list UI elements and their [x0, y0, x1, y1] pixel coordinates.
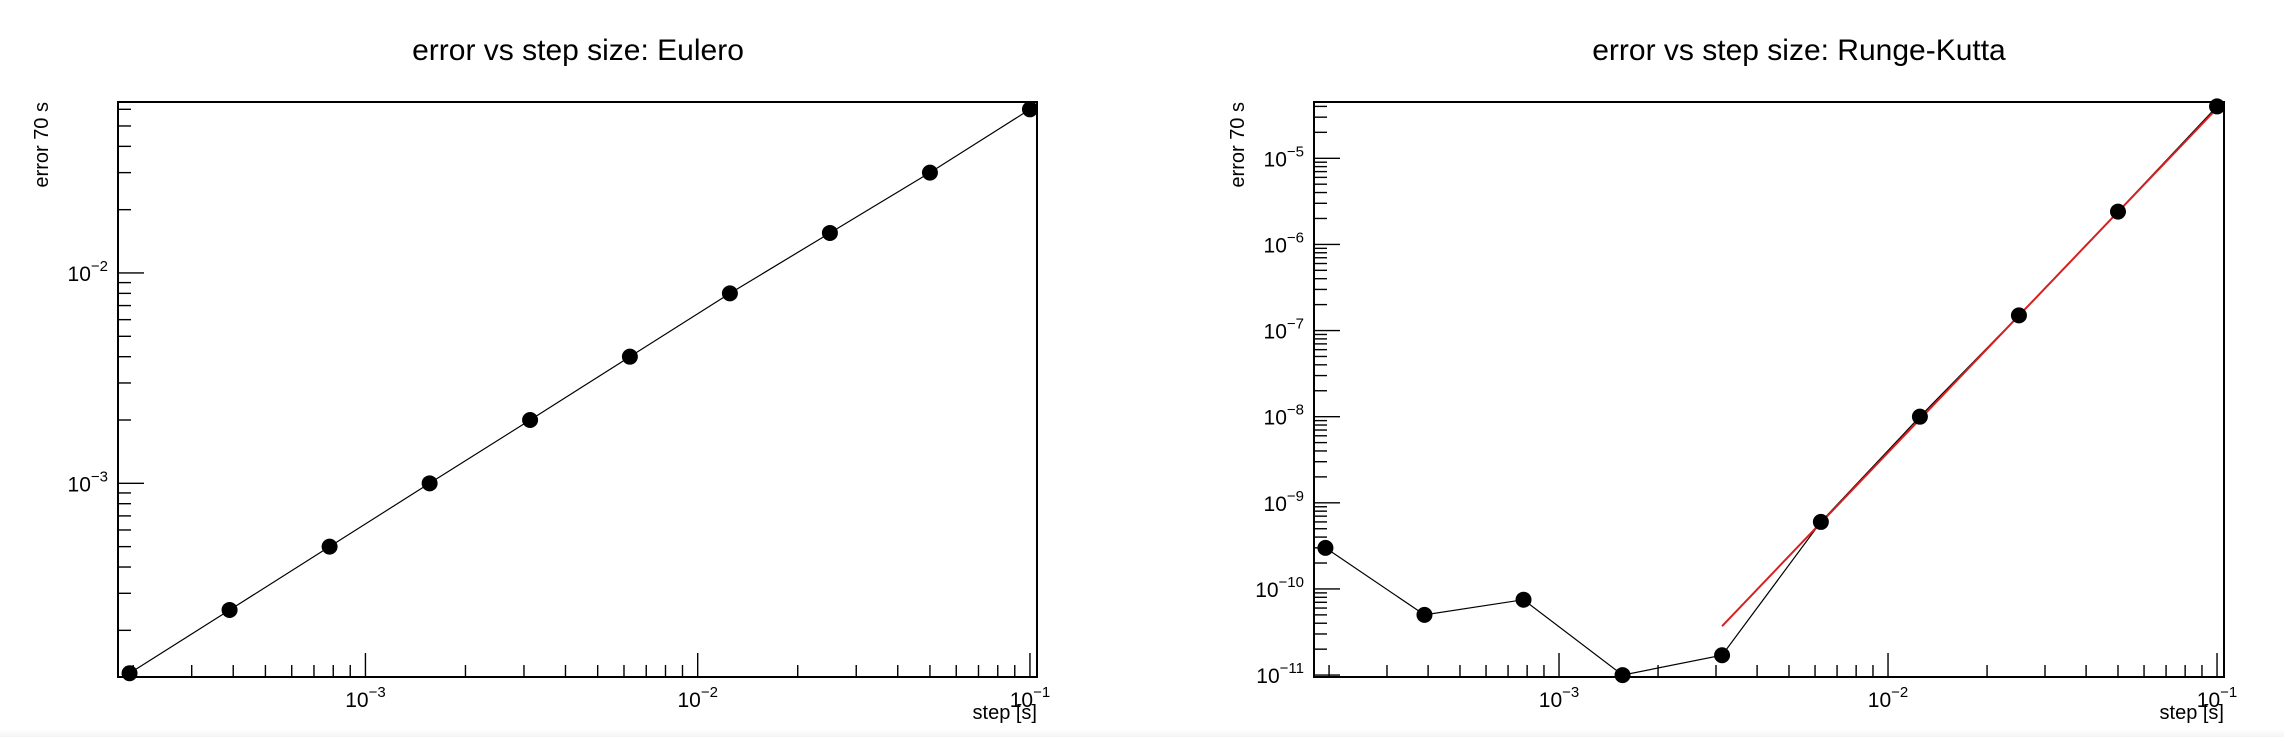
chart-panel-eulero: error vs step size: Eulero error 70 s step… [31, 34, 1050, 724]
x-tick-label: 10−3 [1539, 684, 1579, 712]
chart-title: error vs step size: Eulero [412, 34, 744, 67]
plot-frame [117, 101, 1038, 678]
x-axis-ticks [1328, 653, 2218, 677]
y-tick-exp: −10 [1279, 574, 1304, 591]
fit-line [1721, 107, 2218, 627]
data-point [821, 224, 838, 241]
y-tick-exp: −7 [1287, 316, 1304, 333]
data-point [421, 475, 438, 492]
x-tick-base: 10 [1539, 689, 1562, 712]
y-tick-label: 10−5 [1264, 143, 1304, 171]
x-tick-base: 10 [2197, 689, 2220, 712]
data-point [221, 601, 238, 618]
chart-title: error vs step size: Runge-Kutta [1592, 34, 2006, 67]
x-tick-base: 10 [1868, 689, 1891, 712]
y-axis-ticks [1314, 105, 1340, 676]
y-tick-label: 10−11 [1256, 660, 1304, 688]
data-point [2010, 307, 2027, 324]
data-point [1317, 539, 1334, 556]
y-tick-label: 10−7 [1264, 316, 1304, 344]
plot-frame [1313, 101, 2225, 678]
chart-eulero: error vs step size: Eulero error 70 s step… [31, 34, 1050, 724]
x-tick-label: 10−2 [677, 684, 717, 712]
data-point [1515, 591, 1532, 608]
x-tick-exp: −1 [1033, 684, 1050, 701]
x-tick-label: 10−3 [345, 684, 385, 712]
y-tick-label: 10−8 [1264, 402, 1304, 430]
y-tick-base: 10 [1255, 579, 1278, 602]
x-tick-base: 10 [677, 689, 700, 712]
y-tick-exp: −9 [1287, 488, 1304, 505]
y-tick-label: 10−9 [1264, 488, 1304, 516]
data-point [721, 285, 738, 302]
data-point [321, 538, 338, 555]
data-point [522, 412, 539, 429]
x-tick-exp: −2 [701, 684, 718, 701]
chart-panel-runge-kutta: error vs step size: Runge-Kutta error 70 … [1142, 0, 2284, 737]
y-tick-base: 10 [68, 263, 91, 286]
y-tick-exp: −8 [1287, 402, 1304, 419]
x-tick-label: 10−1 [2197, 684, 2237, 712]
y-tick-exp: −2 [91, 258, 108, 275]
y-tick-base: 10 [1264, 493, 1287, 516]
x-tick-exp: −3 [369, 684, 386, 701]
x-tick-label: 10−2 [1868, 684, 1908, 712]
y-tick-label: 10−2 [68, 258, 108, 286]
x-tick-exp: −1 [2220, 684, 2237, 701]
x-axis-label: step [s] [2160, 702, 2224, 724]
y-tick-label: 10−10 [1255, 574, 1304, 602]
y-axis-label: error 70 s [1227, 102, 1249, 188]
x-tick-exp: −2 [1891, 684, 1908, 701]
y-tick-base: 10 [68, 473, 91, 496]
x-tick-exp: −3 [1562, 684, 1579, 701]
y-tick-exp: −3 [91, 468, 108, 485]
series-line [129, 108, 1031, 674]
data-point [121, 665, 138, 682]
x-tick-base: 10 [345, 689, 368, 712]
y-tick-base: 10 [1264, 407, 1287, 430]
y-tick-base: 10 [1264, 321, 1287, 344]
data-point [1614, 667, 1631, 684]
y-tick-label: 10−6 [1264, 229, 1304, 257]
y-axis-label: error 70 s [31, 102, 53, 188]
y-tick-base: 10 [1264, 148, 1287, 171]
x-axis-ticks [132, 653, 1031, 677]
y-axis-ticks [118, 108, 144, 632]
y-tick-base: 10 [1264, 234, 1287, 257]
x-axis-label: step [s] [973, 702, 1037, 724]
y-tick-exp: −11 [1280, 660, 1304, 677]
data-point [2109, 203, 2126, 220]
data-point [1812, 513, 1829, 530]
series-line [1325, 105, 2218, 676]
data-point [621, 348, 638, 365]
data-point [1416, 606, 1433, 623]
data-point [2209, 98, 2226, 115]
x-tick-label: 10−1 [1010, 684, 1050, 712]
data-point [921, 164, 938, 181]
y-tick-exp: −6 [1287, 229, 1304, 246]
data-point [1021, 101, 1038, 118]
x-tick-base: 10 [1010, 689, 1033, 712]
data-point [1714, 647, 1731, 664]
y-tick-exp: −5 [1287, 143, 1304, 160]
chart-runge-kutta: error vs step size: Runge-Kutta error 70 … [1227, 34, 2237, 724]
y-tick-base: 10 [1256, 665, 1279, 688]
data-point [1911, 408, 1928, 425]
y-tick-label: 10−3 [68, 468, 108, 496]
bottom-shade [0, 729, 2284, 737]
